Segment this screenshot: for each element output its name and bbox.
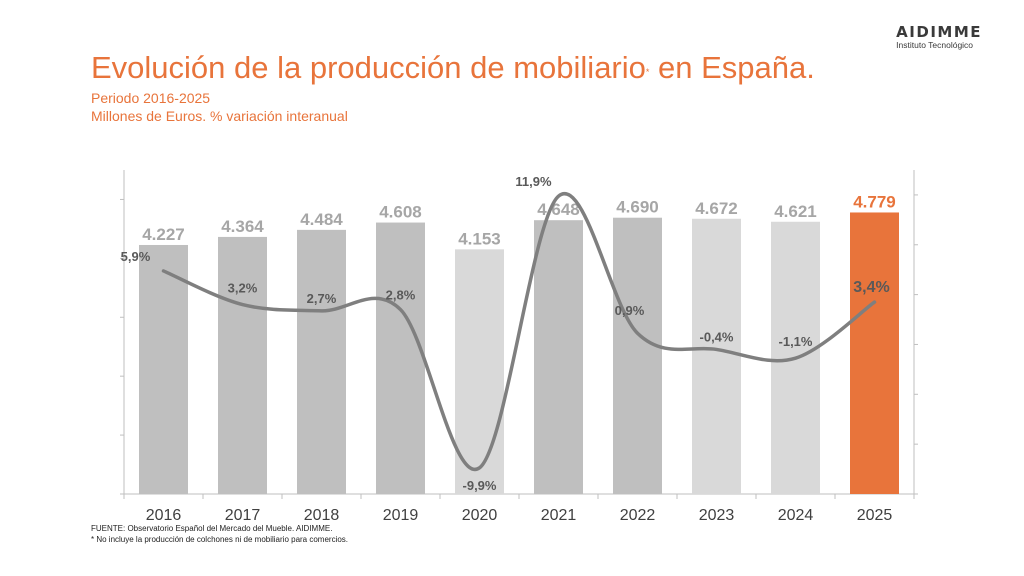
variation-label: 5,9% xyxy=(121,249,151,264)
bar xyxy=(534,220,583,494)
subtitle-period: Periodo 2016-2025 xyxy=(91,90,211,106)
bar-value-label: 4.690 xyxy=(616,198,659,217)
variation-label: 3,2% xyxy=(228,281,258,296)
bar-value-label: 4.484 xyxy=(300,210,343,229)
source-note: FUENTE: Observatorio Español del Mercado… xyxy=(91,524,333,533)
bar xyxy=(139,244,188,494)
bar-value-label: 4.608 xyxy=(379,203,422,222)
x-tick-label: 2018 xyxy=(304,507,340,524)
variation-label: -9,9% xyxy=(463,478,497,493)
bar-value-label: 4.672 xyxy=(695,199,738,218)
aidimme-logo: AIDIMME Instituto Tecnológico xyxy=(896,24,982,50)
title-end: en España. xyxy=(649,50,815,85)
variation-label: 2,8% xyxy=(386,288,416,303)
variation-label: 2,7% xyxy=(307,291,337,306)
subtitle-units: Millones de Euros. % variación interanua… xyxy=(91,108,348,124)
bar xyxy=(850,212,899,494)
x-tick-label: 2017 xyxy=(225,507,261,524)
bar-value-label: 4.621 xyxy=(774,202,817,221)
x-tick-label: 2019 xyxy=(383,507,419,524)
x-tick-label: 2025 xyxy=(857,507,893,524)
bar-value-label: 4.779 xyxy=(853,192,896,211)
x-tick-label: 2020 xyxy=(462,507,498,524)
variation-line xyxy=(161,191,877,472)
bar-value-label: 4.153 xyxy=(458,229,501,248)
variation-label: -1,1% xyxy=(779,334,813,349)
logo-tagline: Instituto Tecnológico xyxy=(896,40,974,50)
page-title: Evolución de la producción de mobiliario… xyxy=(91,50,815,86)
bar xyxy=(613,217,662,494)
title-footnote-mark: * xyxy=(645,67,650,77)
bar-value-label: 4.227 xyxy=(142,225,185,244)
bar xyxy=(692,218,741,494)
variation-label: 3,4% xyxy=(853,279,889,296)
bar xyxy=(297,229,346,495)
bar xyxy=(455,249,504,494)
logo-name: AIDIMME xyxy=(896,23,982,41)
x-tick-label: 2023 xyxy=(699,507,735,524)
x-tick-label: 2021 xyxy=(541,507,577,524)
x-tick-label: 2016 xyxy=(146,507,182,524)
variation-label: 0,9% xyxy=(615,303,645,318)
x-tick-label: 2024 xyxy=(778,507,814,524)
exclusion-note: * No incluye la producción de colchones … xyxy=(91,535,349,544)
bar xyxy=(376,222,425,494)
variation-label: -0,4% xyxy=(700,329,734,344)
bar-value-label: 4.648 xyxy=(537,200,580,219)
x-tick-label: 2022 xyxy=(620,507,656,524)
bar-value-label: 4.364 xyxy=(221,217,264,236)
title-main: Evolución de la producción de mobiliario xyxy=(91,50,646,85)
variation-label: 11,9% xyxy=(515,174,552,189)
bar xyxy=(218,236,267,495)
